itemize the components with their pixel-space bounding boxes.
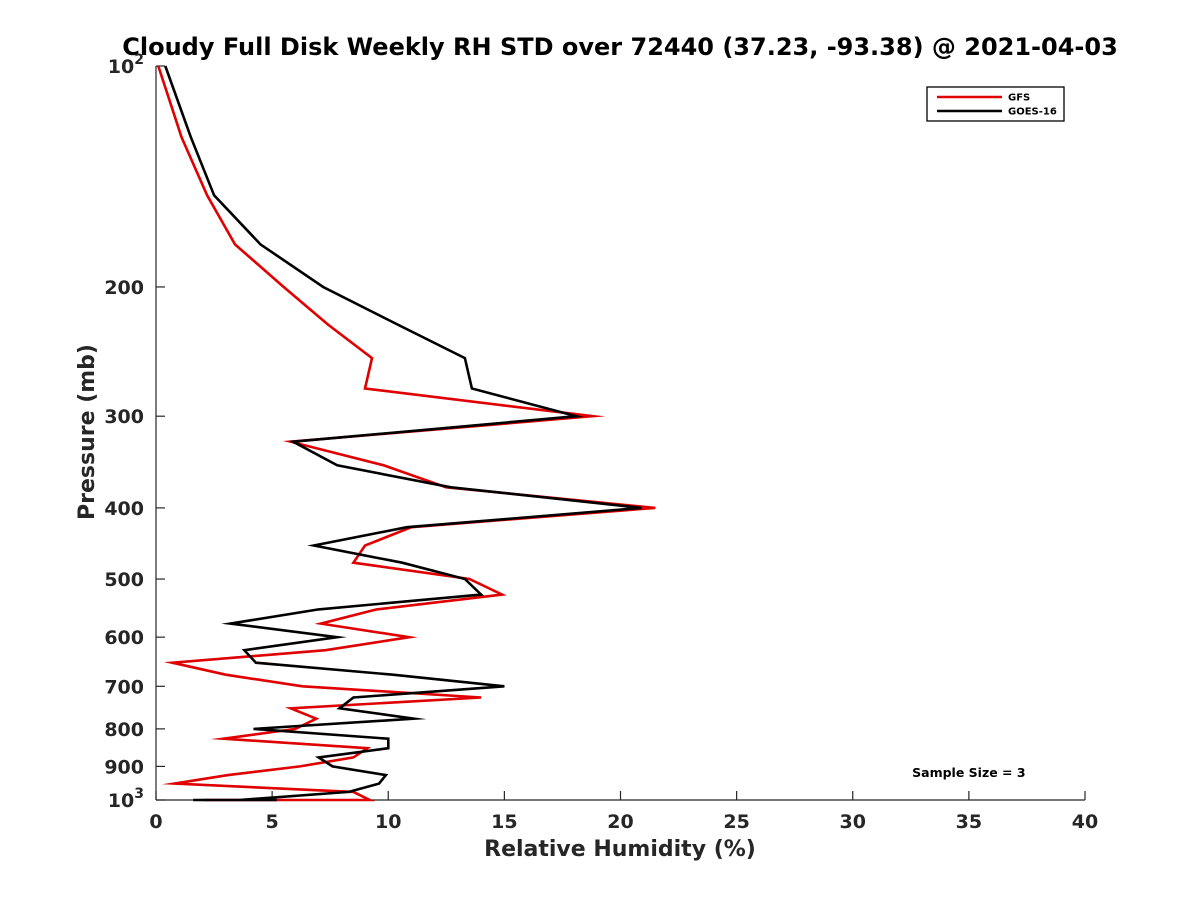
x-tick-label: 35: [956, 811, 982, 833]
x-tick-label: 25: [723, 811, 749, 833]
series-line-goes-16: [164, 65, 642, 802]
x-tick-label: 40: [1072, 811, 1098, 833]
x-tick-label: 30: [840, 811, 866, 833]
y-tick-label: 900: [104, 756, 144, 778]
y-tick-label: 800: [104, 719, 144, 741]
y-tick-label: 102: [108, 52, 144, 78]
x-tick-label: 5: [266, 811, 279, 833]
y-axis-label: Pressure (mb): [75, 344, 100, 520]
legend-label: GFS: [1008, 93, 1030, 104]
x-axis-label: Relative Humidity (%): [484, 837, 756, 862]
series-layer: [157, 65, 656, 802]
y-tick-label: 500: [104, 569, 144, 591]
y-tick-label: 103: [108, 786, 144, 812]
legend: GFS GOES-16: [926, 86, 1065, 122]
sample-size-annotation: Sample Size = 3: [912, 765, 1025, 780]
x-tick-label: 0: [149, 811, 162, 833]
legend-label: GOES-16: [1008, 107, 1057, 118]
y-tick-label: 700: [104, 676, 144, 698]
plot-axes: 0 5 10 15 20 25 30 35 40 102 200 300 400 500 600 700 800…: [104, 52, 1098, 833]
series-line-gfs: [157, 65, 656, 802]
annotations: Sample Size = 3: [912, 765, 1025, 780]
legend-box: [926, 86, 1065, 122]
chart-title: Cloudy Full Disk Weekly RH STD over 7244…: [122, 33, 1118, 61]
x-tick-label: 10: [375, 811, 401, 833]
x-tick-label: 20: [607, 811, 633, 833]
y-tick-label: 300: [104, 406, 144, 428]
y-tick-label: 600: [104, 627, 144, 649]
y-tick-label: 200: [104, 277, 144, 299]
x-tick-label: 15: [491, 811, 517, 833]
y-tick-label: 400: [104, 498, 144, 520]
